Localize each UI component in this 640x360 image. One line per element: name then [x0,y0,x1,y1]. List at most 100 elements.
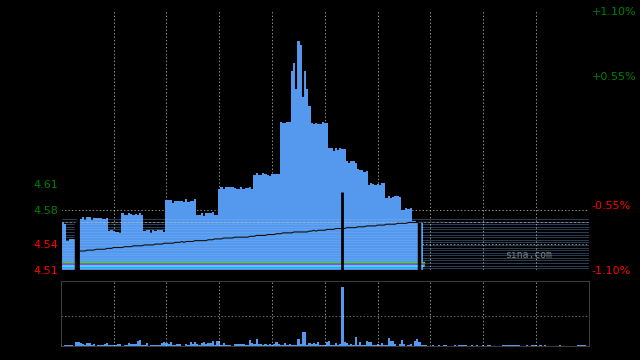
Bar [104,219,106,270]
Bar [361,345,364,346]
Bar [145,230,148,270]
Bar [205,344,207,346]
Bar [255,174,258,270]
Bar [90,220,93,270]
Bar [231,187,234,270]
Bar [392,198,394,270]
Bar [161,230,163,270]
Bar [200,343,203,346]
Bar [125,345,128,346]
Bar [200,212,203,270]
Bar [130,344,132,346]
Bar [365,341,368,346]
Bar [412,221,414,270]
Bar [298,339,300,346]
Bar [172,345,174,346]
Bar [289,344,291,346]
Bar [356,345,359,346]
Bar [88,343,90,346]
Bar [379,185,381,270]
Bar [77,220,79,270]
Bar [262,345,264,346]
Bar [419,222,420,270]
Bar [185,343,188,346]
Bar [196,215,198,270]
Bar [128,213,130,270]
Bar [70,345,73,346]
Bar [93,218,95,270]
Bar [304,332,306,346]
Bar [211,341,214,346]
Bar [306,89,308,270]
Bar [273,174,275,270]
Bar [192,344,194,346]
Bar [220,345,223,346]
Text: sina.com: sina.com [504,249,552,260]
Bar [165,343,168,346]
Bar [401,341,403,346]
Bar [163,233,165,270]
Bar [348,163,350,270]
Bar [269,343,271,346]
Bar [119,233,122,270]
Bar [207,213,209,270]
Bar [238,189,240,270]
Bar [119,344,122,346]
Bar [298,41,300,270]
Bar [145,343,148,346]
Bar [401,210,403,270]
Bar [372,345,374,346]
Bar [223,189,225,270]
Bar [445,345,447,346]
Bar [67,241,68,270]
Bar [154,345,157,346]
Bar [110,345,113,346]
Bar [324,123,326,270]
Bar [179,201,180,270]
Bar [152,230,154,270]
Bar [93,344,95,346]
Bar [194,199,196,270]
Bar [240,187,243,270]
Bar [255,339,258,346]
Bar [295,54,298,270]
Bar [170,200,172,270]
Bar [77,342,79,346]
Bar [387,196,390,270]
Bar [137,342,139,346]
Bar [183,202,185,270]
Bar [266,345,269,346]
Bar [253,175,255,270]
Bar [364,172,365,270]
Bar [143,231,145,270]
Bar [102,219,104,270]
Bar [365,171,368,270]
Bar [390,198,392,270]
Bar [376,184,379,270]
Bar [260,344,262,346]
Bar [356,169,359,270]
Bar [86,342,88,346]
Bar [355,337,356,346]
Bar [341,287,344,346]
Bar [304,71,306,270]
Bar [410,344,412,346]
Bar [134,345,137,346]
Bar [236,344,238,346]
Bar [198,215,200,270]
Bar [344,149,346,270]
Bar [234,188,236,270]
Bar [280,345,282,346]
Bar [258,344,260,346]
Bar [350,345,352,346]
Bar [379,345,381,346]
Bar [399,345,401,346]
Bar [82,217,84,270]
Bar [326,342,328,346]
Bar [326,123,328,270]
Bar [240,344,243,346]
Bar [264,174,266,270]
Bar [157,230,159,270]
Bar [330,345,333,346]
Bar [106,343,108,346]
